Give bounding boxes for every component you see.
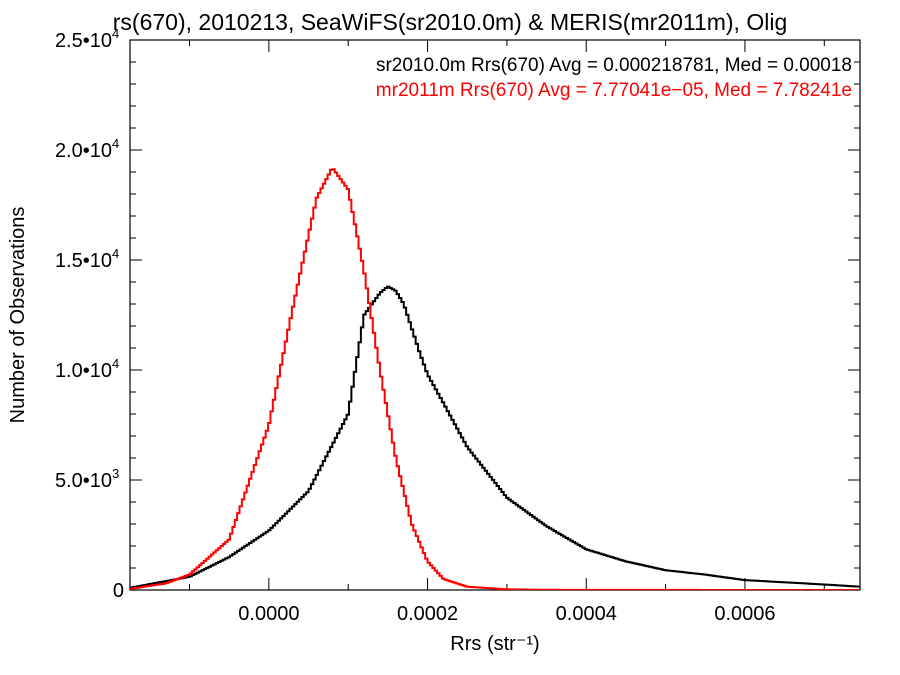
- y-tick-labels: 05.0•10 31.0•10 41.5•10 42.0•10 42.5•10 4: [55, 26, 124, 602]
- y-tick-label-exponent: 3: [112, 466, 119, 481]
- y-tick-label-exponent: 4: [112, 356, 119, 371]
- y-tick-label: 2.0•10: [55, 140, 112, 162]
- x-tick-label: 0.0000: [238, 603, 299, 625]
- y-tick-label: 1.5•10: [55, 250, 112, 272]
- series-group: [130, 168, 860, 590]
- legend-entry-sr2010: sr2010.0m Rrs(670) Avg = 0.000218781, Me…: [376, 55, 852, 76]
- chart-title: rs(670), 2010213, SeaWiFS(sr2010.0m) & M…: [113, 9, 787, 35]
- y-tick-label: 5.0•10: [55, 470, 112, 492]
- x-tick-label: 0.0006: [714, 603, 775, 625]
- legend-entry-mr2011: mr2011m Rrs(670) Avg = 7.77041e−05, Med …: [376, 80, 852, 101]
- x-tick-labels: 0.0000 0.0002 0.0004 0.0006: [238, 603, 775, 625]
- y-tick-label-exponent: 4: [112, 136, 119, 151]
- y-tick-label-exponent: 4: [112, 246, 119, 261]
- y-tick-label: 2.5•10: [55, 30, 112, 52]
- y-tick-marks: [130, 39, 860, 591]
- series-line-0: [130, 285, 860, 589]
- y-axis-label: Number of Observations: [7, 207, 29, 424]
- x-tick-marks: [189, 40, 825, 590]
- series-line-1: [130, 168, 860, 590]
- y-tick-label: 1.0•10: [55, 360, 112, 382]
- x-tick-label: 0.0002: [397, 603, 458, 625]
- x-tick-label: 0.0004: [556, 603, 617, 625]
- y-tick-label: 0: [113, 580, 124, 602]
- y-tick-label-exponent: 4: [112, 26, 119, 41]
- x-axis-label: Rrs (str⁻¹): [450, 633, 539, 655]
- plot-frame: [129, 39, 861, 591]
